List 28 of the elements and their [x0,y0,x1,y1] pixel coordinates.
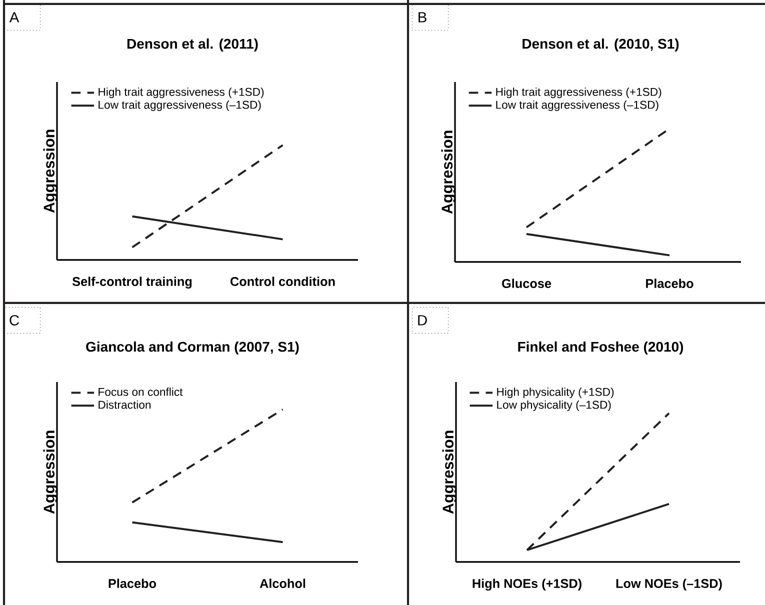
legend-label: High physicality (+1SD) [497,388,614,398]
text: D [418,315,427,326]
legend-label: Focus on conflict [98,388,183,396]
y-axis-title: Aggression [43,430,58,514]
legend-label: Low trait aggressiveness (–1SD) [98,100,261,112]
x-tick-label: Control condition [230,276,335,286]
legend-label: High trait aggressiveness (+1SD) [98,88,264,98]
y-axis-title: Aggression [43,130,58,213]
text: A [9,12,20,22]
x-tick-label: Glucose [502,278,552,288]
x-tick-label: Alcohol [260,578,306,588]
legend-label: Distraction [98,400,151,409]
x-tick-label: Placebo [646,278,694,288]
y-axis-title: Aggression [442,430,457,514]
chart-title: Denson et al. (2010, S1) [522,38,679,52]
legend-label: Low physicality (–1SD) [497,400,611,412]
x-tick-label: Low NOEs (–1SD) [616,578,722,591]
x-tick-label: Self-control training [72,276,192,289]
text: B [418,12,426,22]
text: C [10,315,20,326]
x-tick-label: High NOEs (+1SD) [472,578,582,591]
chart-title: Denson et al. (2011) [127,38,258,52]
legend-label: High trait aggressiveness (+1SD) [496,88,662,98]
chart-title: Finkel and Foshee (2010) [518,341,684,355]
y-axis-title: Aggression [441,130,456,214]
x-tick-label: Placebo [108,578,156,588]
chart-title: Giancola and Corman (2007, S1) [86,341,299,355]
legend-label: Low trait aggressiveness (–1SD) [496,100,658,112]
